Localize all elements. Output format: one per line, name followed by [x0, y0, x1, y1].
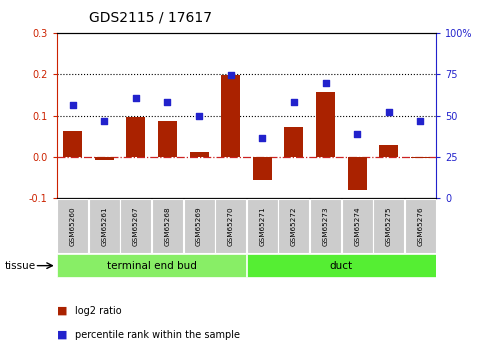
Bar: [316, 91, 335, 157]
Bar: [95, 157, 113, 160]
Point: [100, 118, 108, 123]
Text: GSM65261: GSM65261: [101, 206, 107, 246]
Bar: [221, 76, 240, 157]
Text: GDS2115 / 17617: GDS2115 / 17617: [89, 10, 211, 24]
Text: log2 ratio: log2 ratio: [75, 306, 122, 315]
Text: GSM65268: GSM65268: [164, 206, 171, 246]
Point: [353, 131, 361, 137]
Bar: [253, 157, 272, 180]
Bar: [405, 199, 436, 253]
Text: GSM65270: GSM65270: [228, 206, 234, 246]
Text: percentile rank within the sample: percentile rank within the sample: [75, 330, 241, 339]
Text: ■: ■: [57, 330, 67, 339]
Point: [417, 118, 424, 123]
Bar: [215, 199, 246, 253]
Text: GSM65274: GSM65274: [354, 206, 360, 246]
Bar: [89, 199, 120, 253]
Bar: [126, 117, 145, 157]
Bar: [120, 199, 151, 253]
Point: [258, 136, 266, 141]
Point: [132, 95, 140, 100]
Text: GSM65273: GSM65273: [322, 206, 329, 246]
Point: [227, 73, 235, 78]
Bar: [411, 157, 430, 158]
Text: GSM65269: GSM65269: [196, 206, 202, 246]
Bar: [380, 145, 398, 157]
Text: terminal end bud: terminal end bud: [106, 261, 197, 270]
Point: [195, 114, 203, 119]
Bar: [152, 199, 183, 253]
Text: GSM65276: GSM65276: [418, 206, 423, 246]
Bar: [279, 199, 310, 253]
Bar: [247, 199, 278, 253]
Bar: [183, 199, 214, 253]
Text: duct: duct: [330, 261, 353, 270]
Bar: [247, 254, 436, 277]
Bar: [189, 152, 209, 157]
Point: [164, 100, 172, 105]
Bar: [284, 127, 304, 157]
Bar: [158, 120, 177, 157]
Text: GSM65267: GSM65267: [133, 206, 139, 246]
Text: GSM65260: GSM65260: [70, 206, 75, 246]
Text: tissue: tissue: [5, 261, 36, 270]
Point: [385, 109, 393, 115]
Point: [290, 99, 298, 105]
Point: [321, 80, 329, 86]
Bar: [57, 254, 246, 277]
Text: GSM65271: GSM65271: [259, 206, 265, 246]
Point: [69, 102, 76, 108]
Bar: [310, 199, 341, 253]
Bar: [57, 199, 88, 253]
Bar: [373, 199, 404, 253]
Bar: [63, 131, 82, 157]
Bar: [348, 157, 367, 190]
Text: ■: ■: [57, 306, 67, 315]
Text: GSM65272: GSM65272: [291, 206, 297, 246]
Text: GSM65275: GSM65275: [386, 206, 392, 246]
Bar: [342, 199, 373, 253]
